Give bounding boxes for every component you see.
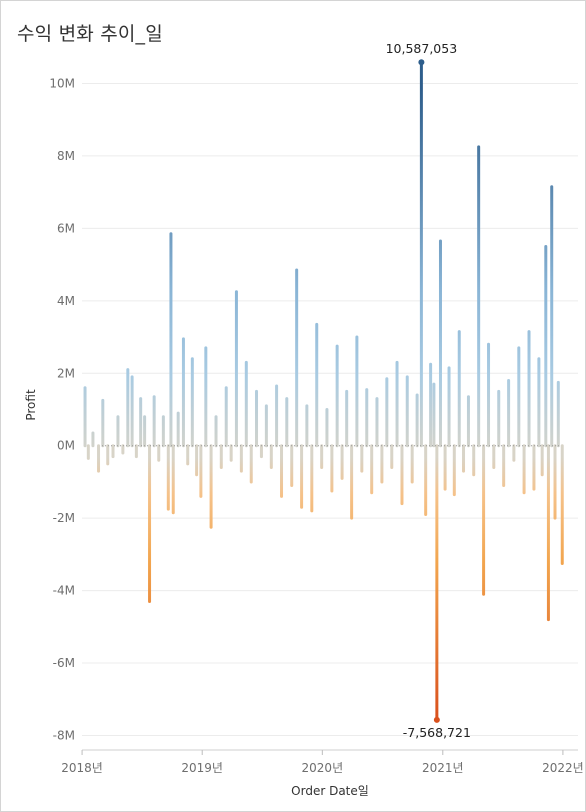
y-tick-label: 2M [57,366,75,380]
y-tick-label: -4M [53,584,75,598]
y-tick-label: 8M [57,149,75,163]
y-tick-label: -6M [53,656,75,670]
extreme-point-label: -7,568,721 [403,725,471,740]
y-tick-label: 6M [57,221,75,235]
bar-marks[interactable] [83,60,564,722]
y-tick-label: 0M [57,439,75,453]
chart-title: 수익 변화 추이_일 [17,23,163,45]
x-axis: 2018년 2019년 2020년 2021년 2022년 [61,749,584,775]
y-tick-label: 10M [49,76,75,90]
y-axis: 10M 8M 6M 4M 2M 0M -2M -4M -6M -8M [49,76,75,742]
annotations: 10,587,053 -7,568,721 [386,41,471,740]
x-tick-label: 2019년 [181,761,223,775]
x-tick-label: 2018년 [61,761,103,775]
y-tick-label: -8M [53,729,75,743]
extreme-point-marker[interactable] [433,716,440,723]
extreme-point-label: 10,587,053 [386,41,458,56]
x-tick-label: 2021년 [422,761,464,775]
y-tick-label: 4M [57,294,75,308]
x-tick-label: 2022년 [542,761,584,775]
y-axis-title: Profit [24,389,38,421]
grid-lines [82,82,578,737]
extreme-point-marker[interactable] [418,59,425,66]
y-tick-label: -2M [53,511,75,525]
x-tick-label: 2020년 [302,761,344,775]
x-axis-title: Order Date일 [291,784,369,798]
